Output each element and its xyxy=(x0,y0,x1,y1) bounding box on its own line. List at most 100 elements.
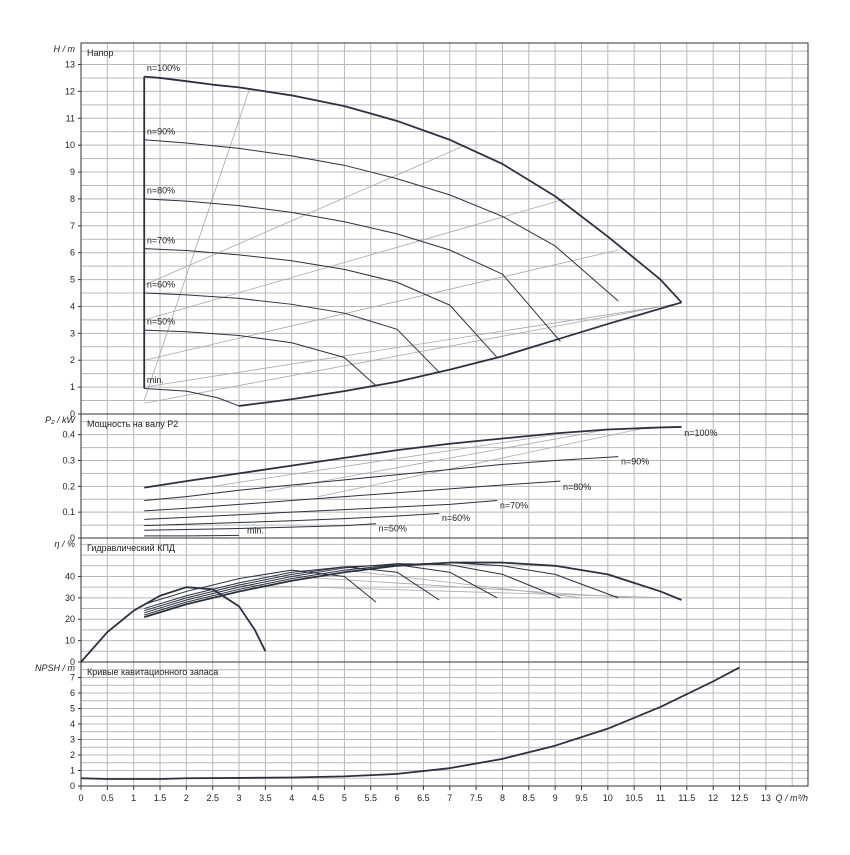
x-tick-label: 1.5 xyxy=(154,793,167,803)
iso-line xyxy=(212,434,556,487)
x-tick-label: 3 xyxy=(237,793,242,803)
series-line-n60 xyxy=(144,512,440,527)
panel-title: Кривые кавитационного запаса xyxy=(87,667,218,677)
series-line-n50 xyxy=(144,523,377,531)
iso-line xyxy=(344,569,582,599)
x-tick-label: 11.5 xyxy=(678,793,695,803)
y-tick-label: 0.3 xyxy=(62,456,75,466)
series-line-n100 xyxy=(144,426,682,489)
x-tick-label: 1 xyxy=(131,793,136,803)
x-tick-label: 10.5 xyxy=(625,793,643,803)
y-tick-label: 2 xyxy=(70,750,75,760)
series-label: n=100% xyxy=(684,428,717,438)
x-tick-label: 5 xyxy=(342,793,347,803)
y-axis-label: H / m xyxy=(54,44,76,54)
x-tick-label: 9 xyxy=(553,793,558,803)
series-label: n=80% xyxy=(563,482,591,492)
y-tick-label: 3 xyxy=(70,328,75,338)
x-tick-label: 8 xyxy=(500,793,505,803)
y-tick-label: 0 xyxy=(70,657,75,667)
iso-line xyxy=(143,88,250,401)
panel-efficiency: 0 10 20 30 40 η / % Гидравлический КПД xyxy=(54,537,809,667)
panel-power: 0 0.1 0.2 0.3 0.4 P₂ / kW Мощность на валу P2 n… xyxy=(45,413,809,543)
series-line-n70 xyxy=(144,500,498,520)
y-tick-label: 1 xyxy=(70,766,75,776)
y-tick-label: 1 xyxy=(70,382,75,392)
iso-line xyxy=(144,306,661,388)
series-line-n80 xyxy=(144,198,561,342)
y-tick-label: 0.2 xyxy=(62,481,75,491)
x-tick-label: 6.5 xyxy=(417,793,430,803)
y-tick-label: 6 xyxy=(70,688,75,698)
series-line-n60 xyxy=(144,566,440,610)
x-tick-label: 5.5 xyxy=(364,793,377,803)
y-tick-label: 7 xyxy=(70,673,75,683)
y-tick-label: 20 xyxy=(65,614,75,624)
series-line-n90 xyxy=(144,562,619,616)
x-tick-label: 9.5 xyxy=(575,793,588,803)
y-tick-label: 5 xyxy=(70,704,75,714)
series-line-n70 xyxy=(144,248,498,358)
x-tick-label: 4 xyxy=(289,793,294,803)
series-label: n=90% xyxy=(147,126,175,136)
series-label: n=70% xyxy=(500,500,528,510)
y-tick-label: 0 xyxy=(70,781,75,791)
x-tick-label: 13 xyxy=(761,793,771,803)
series-line-n80 xyxy=(144,480,561,512)
y-axis-label: NPSH / m xyxy=(35,663,76,673)
y-tick-label: 40 xyxy=(65,571,75,581)
y-tick-label: 11 xyxy=(66,113,75,123)
series-line-n90 xyxy=(144,456,619,502)
series-label: min. xyxy=(147,375,164,385)
series-line-n100 xyxy=(144,75,683,304)
series-label: n=60% xyxy=(442,513,470,523)
panel-frame xyxy=(80,42,809,415)
y-axis-label: P₂ / kW xyxy=(45,415,76,425)
series-line-min xyxy=(80,586,267,663)
series-line-n90 xyxy=(144,139,619,302)
x-tick-label: 12.5 xyxy=(731,793,749,803)
x-tick-label: 0.5 xyxy=(101,793,114,803)
series-label: n=50% xyxy=(147,317,175,327)
panel-title: Гидравлический КПД xyxy=(87,543,175,553)
y-tick-label: 12 xyxy=(65,86,75,96)
series-line-n50 xyxy=(144,569,377,605)
series-line-n70 xyxy=(144,564,498,612)
y-tick-label: 7 xyxy=(70,221,75,231)
iso-line xyxy=(317,426,651,498)
series-line-min xyxy=(144,534,240,537)
x-axis-label: Q / m³/h xyxy=(775,793,808,803)
series-line xyxy=(238,301,682,407)
y-tick-label: 4 xyxy=(70,301,75,311)
panel-frame xyxy=(80,537,809,663)
y-tick-label: 13 xyxy=(65,60,75,70)
x-tick-label: 3.5 xyxy=(259,793,272,803)
x-axis: 0 0.5 1 1.5 2 2.5 3 3.5 4 4.5 5 5.5 6 6.5 7 7.5 8 8.5 9 9.5… xyxy=(78,786,808,803)
series-label: n=80% xyxy=(147,186,175,196)
iso-line xyxy=(144,198,566,321)
y-tick-label: 5 xyxy=(70,275,75,285)
y-tick-label: 0.1 xyxy=(62,507,75,517)
series-line-n80 xyxy=(144,563,561,614)
y-tick-label: 3 xyxy=(70,735,75,745)
series-label: n=70% xyxy=(147,235,175,245)
x-tick-label: 4.5 xyxy=(312,793,325,803)
x-tick-label: 7.5 xyxy=(470,793,483,803)
panel-title: Напор xyxy=(87,48,113,58)
series-line-n60 xyxy=(144,292,440,373)
y-tick-label: 6 xyxy=(70,248,75,258)
y-tick-label: 0.4 xyxy=(62,430,75,440)
iso-line xyxy=(144,303,677,404)
series-line-n50 xyxy=(144,329,377,387)
x-tick-label: 0 xyxy=(78,793,83,803)
y-tick-label: 8 xyxy=(70,194,75,204)
y-tick-label: 10 xyxy=(65,636,75,646)
series-label: n=60% xyxy=(147,280,175,290)
x-tick-label: 11 xyxy=(656,793,665,803)
x-tick-label: 2.5 xyxy=(206,793,219,803)
y-tick-label: 10 xyxy=(65,140,75,150)
